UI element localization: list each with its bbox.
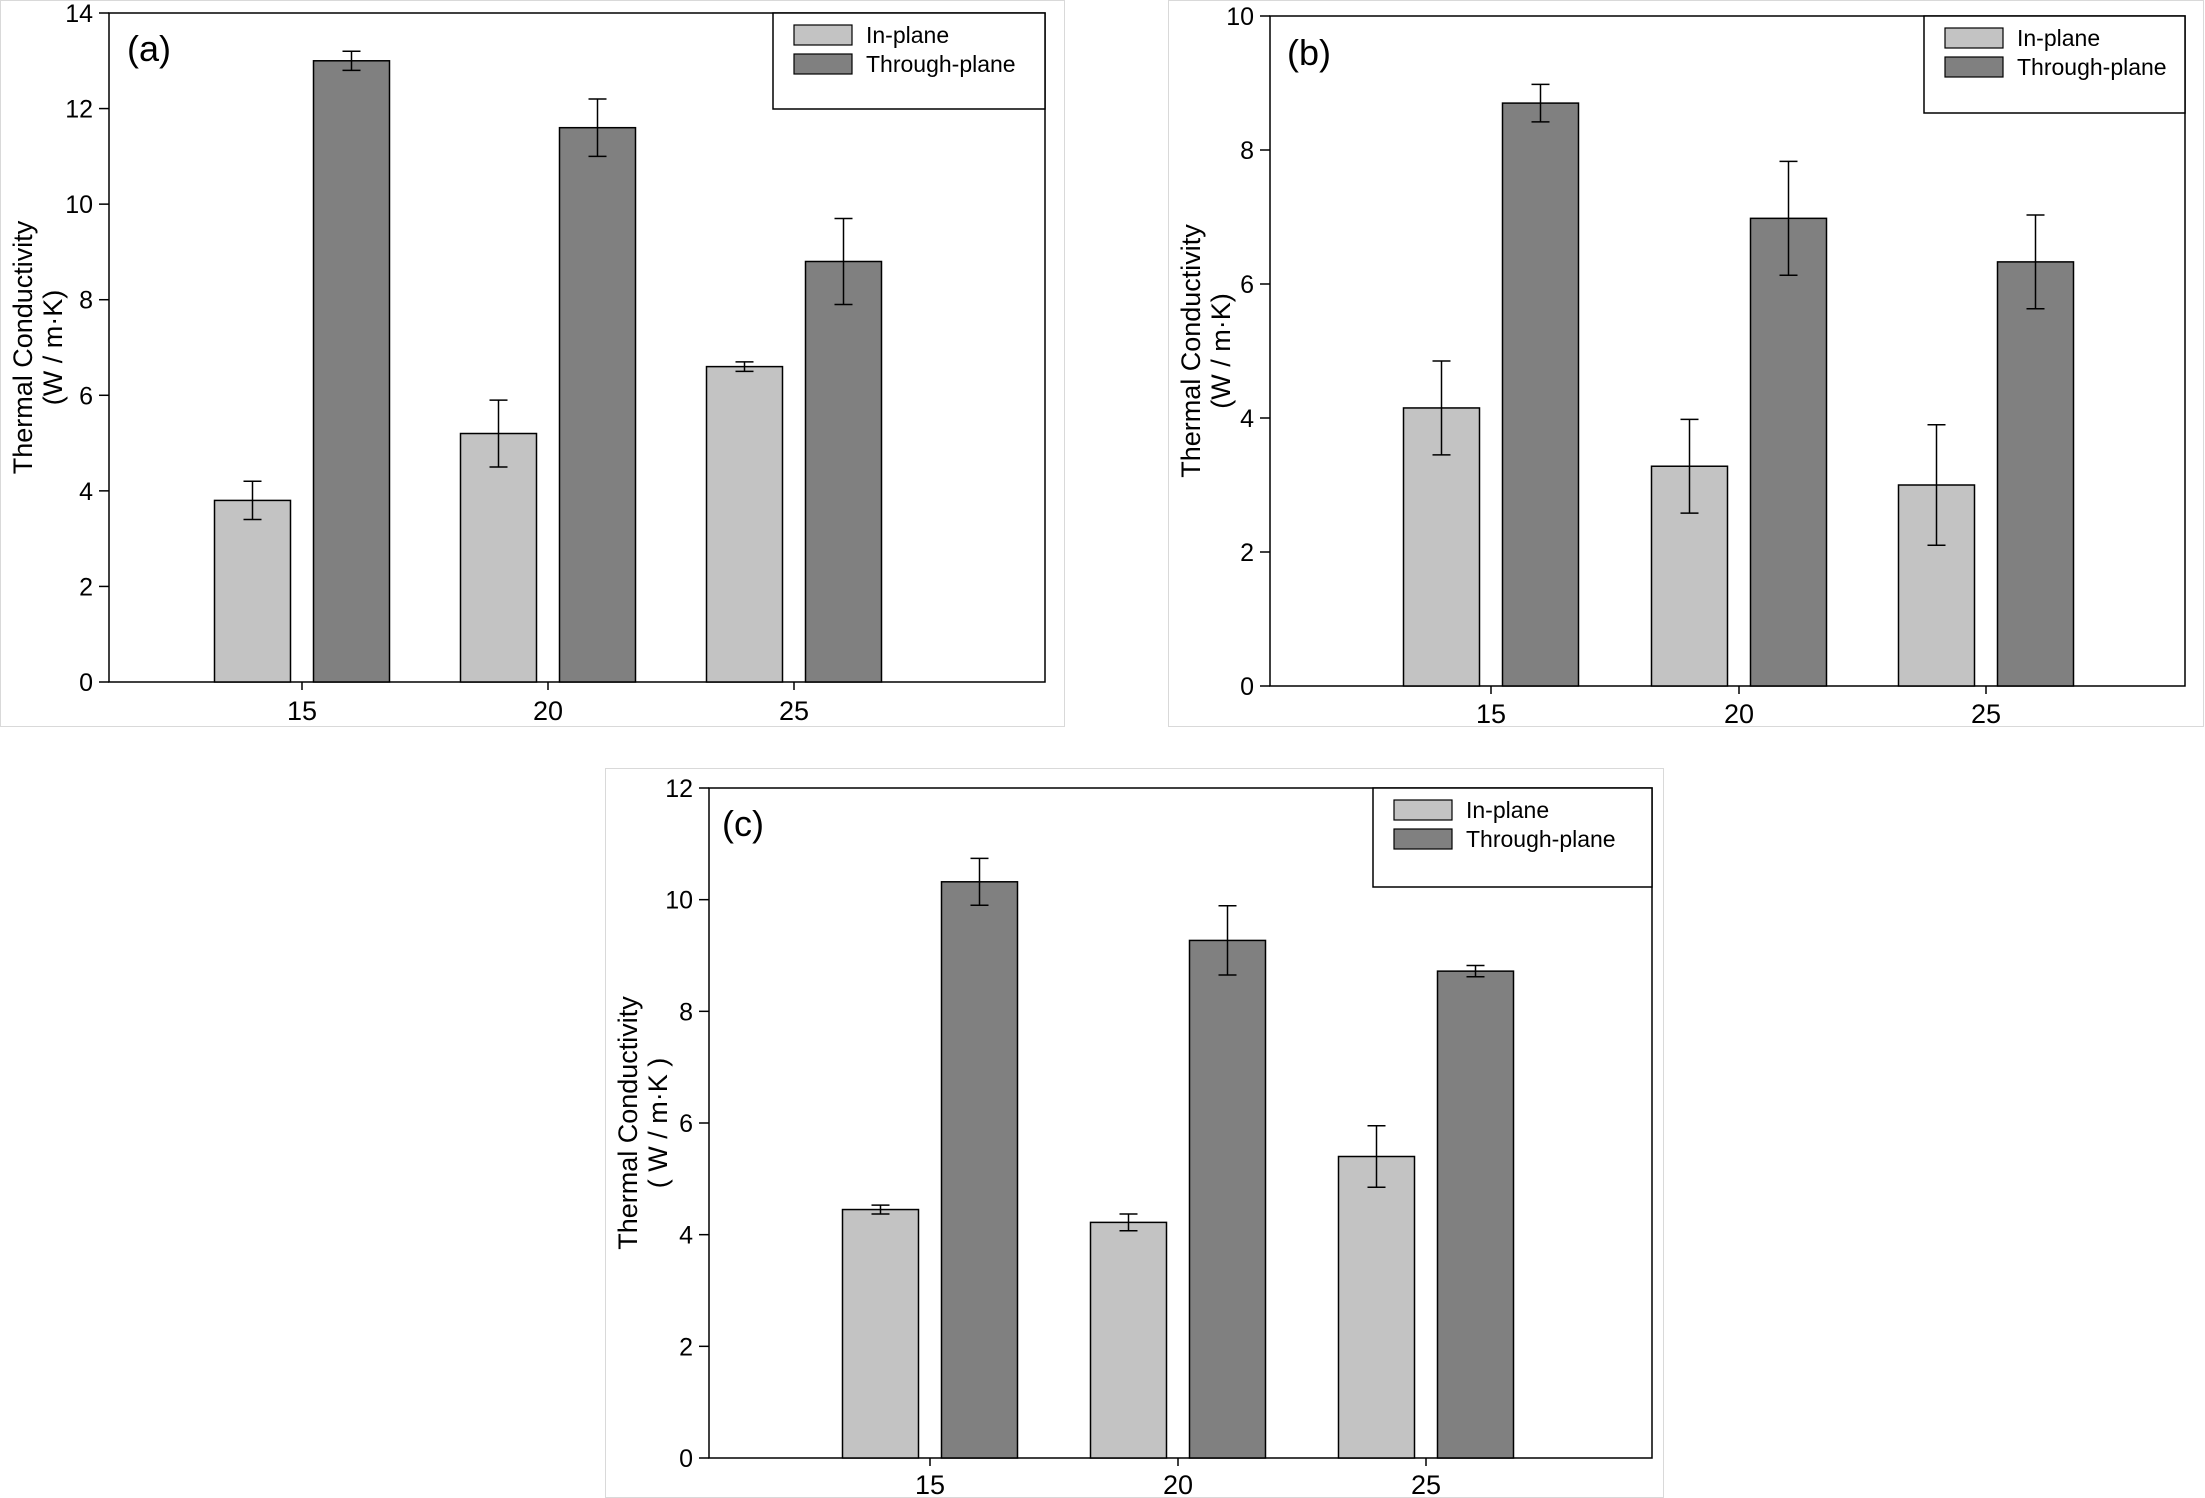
bar-in-plane-20 <box>1089 1221 1168 1459</box>
legend-swatch <box>1393 799 1453 821</box>
y-tick-label: 4 <box>1240 405 1254 433</box>
y-axis-label: Thermal Conductivity <box>1176 224 1206 478</box>
x-tick-label: 15 <box>915 1470 945 1497</box>
y-tick-label: 2 <box>679 1333 693 1361</box>
y-tick-label: 10 <box>1226 3 1254 31</box>
y-tick-label: 6 <box>79 382 93 410</box>
bar-in-plane-15 <box>841 1208 920 1459</box>
x-tick-label: 15 <box>287 696 317 726</box>
y-tick-label: 12 <box>65 96 93 124</box>
y-tick-label: 0 <box>1240 673 1254 701</box>
y-tick-label: 2 <box>79 573 93 601</box>
y-tick-label: 4 <box>79 478 93 506</box>
bar-in-plane-25 <box>705 365 784 683</box>
y-tick-label: 0 <box>79 669 93 697</box>
bar-through-plane-25 <box>1436 970 1515 1459</box>
y-tick-label: 14 <box>65 1 93 28</box>
legend-label: In-plane <box>2017 25 2100 51</box>
bar-in-plane-15 <box>213 499 292 683</box>
legend-label: Through-plane <box>1466 826 1616 852</box>
legend-label: In-plane <box>866 22 949 48</box>
x-tick-label: 20 <box>533 696 563 726</box>
bar-through-plane-15 <box>1501 102 1580 687</box>
bar-through-plane-25 <box>1996 261 2075 687</box>
y-tick-label: 12 <box>665 775 693 803</box>
legend-swatch <box>1944 27 2004 49</box>
x-tick-label: 25 <box>1411 1470 1441 1497</box>
y-axis-label: Thermal Conductivity <box>8 220 38 474</box>
chart-a: 0 2 4 6 8 10 12 14 Thermal Conductivity (W / m·K)… <box>8 1 1046 726</box>
bar-through-plane-20 <box>1749 217 1828 687</box>
bar-through-plane-15 <box>940 881 1019 1459</box>
legend-swatch <box>1393 828 1453 850</box>
legend-swatch <box>793 24 853 46</box>
chart-b: 0 2 4 6 8 10 Thermal Conductivity (W / m·K) 15 20… <box>1176 3 2186 726</box>
y-tick-label: 6 <box>1240 271 1254 299</box>
panel-label: (a) <box>127 28 171 69</box>
x-tick-label: 20 <box>1163 1470 1193 1497</box>
x-tick-label: 25 <box>779 696 809 726</box>
y-tick-label: 10 <box>665 887 693 915</box>
y-tick-label: 4 <box>679 1222 693 1250</box>
y-tick-label: 6 <box>679 1110 693 1138</box>
y-tick-label: 10 <box>65 191 93 219</box>
y-tick-label: 8 <box>79 287 93 315</box>
y-tick-label: 0 <box>679 1445 693 1473</box>
x-tick-label: 25 <box>1971 699 2001 726</box>
y-tick-label: 8 <box>1240 137 1254 165</box>
chart-c: 0 2 4 6 8 10 12 Thermal Conductivity( W / m·K )… <box>613 775 1653 1497</box>
x-tick-label: 20 <box>1724 699 1754 726</box>
legend-label: Through-plane <box>2017 54 2167 80</box>
chart-panel-b: 0 2 4 6 8 10 Thermal Conductivity (W / m·K) 15 20… <box>1168 0 2204 727</box>
legend-label: In-plane <box>1466 797 1549 823</box>
chart-panel-c: 0 2 4 6 8 10 12 Thermal Conductivity( W / m·K )… <box>605 768 1664 1498</box>
legend-swatch <box>1944 56 2004 78</box>
y-axis-unit-label: (W / m·K) <box>38 290 68 405</box>
bar-through-plane-15 <box>312 60 391 683</box>
panel-label: (c) <box>722 803 764 844</box>
legend-swatch <box>793 53 853 75</box>
bar-through-plane-20 <box>1188 939 1267 1459</box>
y-tick-label: 8 <box>679 998 693 1026</box>
bar-in-plane-20 <box>459 432 538 683</box>
y-axis-unit-label: ( W / m·K ) <box>643 1058 673 1188</box>
bar-in-plane-25 <box>1337 1155 1416 1459</box>
y-axis-label: Thermal Conductivity <box>613 996 643 1250</box>
legend-label: Through-plane <box>866 51 1016 77</box>
chart-panel-a: 0 2 4 6 8 10 12 14 Thermal Conductivity (W / m·K)… <box>0 0 1065 727</box>
y-tick-label: 2 <box>1240 539 1254 567</box>
y-axis-unit-label: (W / m·K) <box>1206 293 1236 408</box>
panel-label: (b) <box>1287 32 1331 73</box>
bar-through-plane-25 <box>804 260 883 683</box>
x-tick-label: 15 <box>1476 699 1506 726</box>
bar-through-plane-20 <box>558 126 637 683</box>
